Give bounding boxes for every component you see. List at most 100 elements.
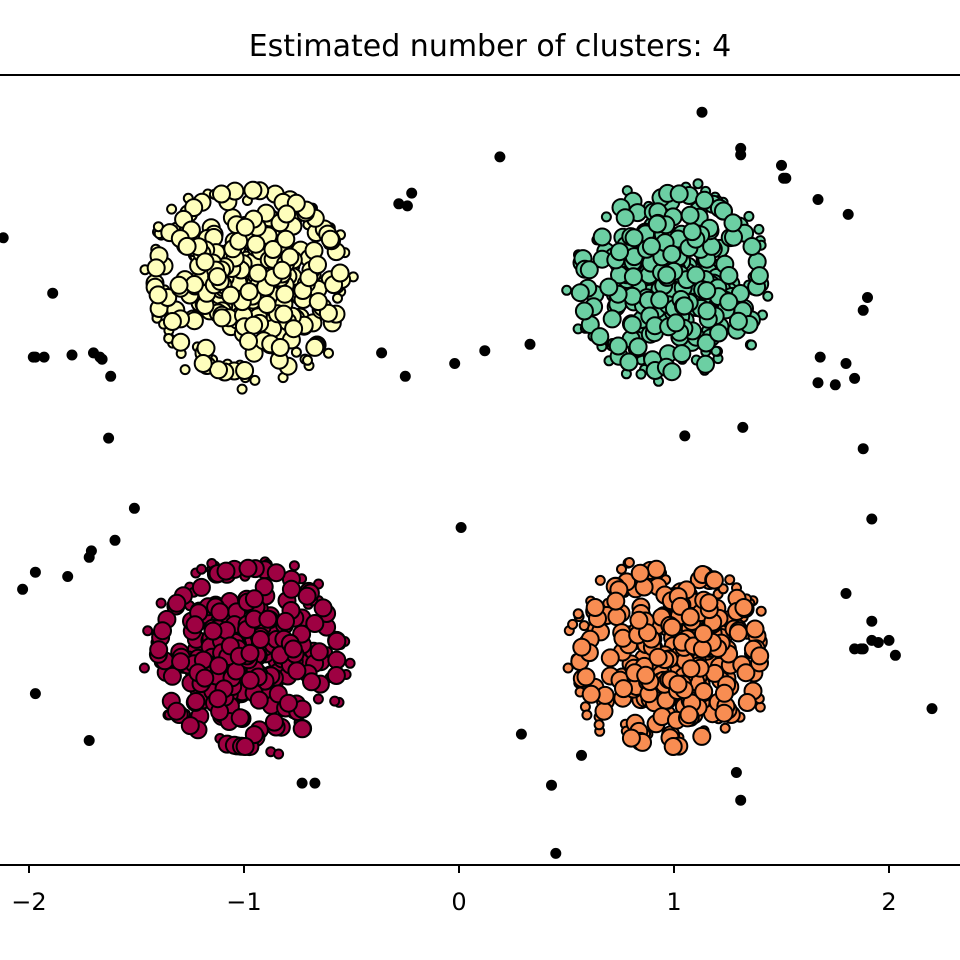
- cluster-0-core-point: [284, 319, 304, 339]
- cluster-1-core-point: [723, 213, 743, 233]
- cluster-2-core-point: [305, 614, 325, 633]
- cluster-0-core-point: [208, 267, 227, 287]
- cluster-0-core-point: [239, 282, 259, 302]
- cluster-3-core-point: [681, 659, 701, 679]
- cluster-0-core-point: [246, 234, 266, 254]
- cluster-2-core-point: [240, 643, 260, 663]
- cluster-0-core-point: [235, 217, 255, 237]
- cluster-3-border-point: [719, 722, 731, 734]
- cluster-3-border-point: [755, 605, 767, 617]
- cluster-0-core-point: [193, 354, 213, 373]
- cluster-1-border-point: [753, 223, 765, 235]
- cluster-2-border-point: [273, 748, 285, 760]
- cluster-2-border-point: [288, 560, 300, 572]
- cluster-3-core-point: [576, 667, 596, 687]
- cluster-3-border-point: [581, 709, 593, 721]
- cluster-3-core-point: [572, 637, 592, 657]
- cluster-3-core-point: [614, 679, 633, 699]
- noise-point: [735, 142, 747, 154]
- cluster-3-core-point: [679, 705, 699, 725]
- cluster-2-core-point: [287, 661, 307, 681]
- noise-point: [309, 777, 321, 789]
- cluster-0-core-point: [270, 338, 290, 357]
- cluster-0-core-point: [244, 315, 264, 335]
- cluster-0-core-point: [248, 263, 268, 283]
- cluster-3-core-point: [600, 648, 620, 668]
- cluster-1-core-point: [628, 337, 648, 357]
- cluster-3-core-point: [737, 693, 757, 712]
- cluster-1-core-point: [697, 301, 717, 321]
- cluster-3-core-point: [581, 684, 601, 704]
- noise-point: [62, 571, 74, 582]
- cluster-1-core-point: [615, 208, 635, 228]
- noise-point: [679, 430, 691, 442]
- cluster-0-core-point: [299, 268, 319, 288]
- cluster-3-core-point: [736, 663, 756, 683]
- cluster-1-border-point: [561, 284, 573, 296]
- noise-point: [730, 767, 742, 778]
- cluster-3-core-point: [662, 617, 682, 637]
- cluster-2-core-point: [167, 701, 186, 721]
- noise-point: [83, 551, 95, 563]
- cluster-1-core-point: [622, 315, 642, 335]
- axes-frame: [0, 74, 960, 866]
- cluster-0-core-point: [212, 184, 231, 204]
- cluster-0-core-point: [177, 236, 197, 256]
- cluster-1-border-point: [635, 368, 647, 380]
- cluster-1-core-point: [623, 267, 643, 287]
- cluster-1-core-point: [657, 265, 677, 285]
- cluster-0-border-point: [249, 374, 261, 386]
- cluster-2-border-point: [196, 563, 207, 575]
- cluster-0-core-point: [171, 332, 191, 352]
- cluster-2-core-point: [281, 579, 301, 599]
- cluster-3-core-point: [630, 563, 650, 583]
- cluster-2-core-point: [302, 672, 321, 692]
- cluster-3-core-point: [745, 619, 765, 639]
- noise-point: [735, 794, 747, 806]
- cluster-2-core-point: [266, 563, 286, 583]
- x-tick-label: −1: [226, 888, 261, 916]
- cluster-2-core-point: [210, 602, 230, 622]
- chart-title: Estimated number of clusters: 4: [249, 29, 732, 64]
- noise-point: [376, 347, 388, 359]
- noise-point: [494, 151, 506, 163]
- cluster-0-border-point: [179, 364, 191, 376]
- cluster-0-core-point: [305, 337, 325, 357]
- cluster-0-core-point: [257, 295, 277, 314]
- cluster-1-core-point: [662, 362, 682, 382]
- cluster-2-core-point: [297, 586, 317, 606]
- cluster-1-core-point: [570, 283, 590, 303]
- cluster-1-core-point: [662, 244, 682, 264]
- cluster-3-core-point: [692, 726, 712, 746]
- cluster-1-core-point: [590, 327, 610, 347]
- noise-point: [455, 522, 467, 533]
- cluster-1-core-point: [742, 237, 762, 256]
- cluster-3-border-point: [572, 608, 584, 620]
- cluster-2-core-point: [313, 598, 333, 618]
- cluster-0-core-point: [196, 338, 216, 358]
- cluster-0-core-point: [308, 292, 328, 312]
- cluster-3-border-point: [623, 557, 635, 568]
- cluster-3-border-point: [562, 662, 574, 674]
- noise-point: [857, 443, 869, 455]
- cluster-1-core-point: [610, 242, 629, 262]
- noise-point: [889, 649, 901, 661]
- cluster-2-core-point: [326, 666, 346, 685]
- cluster-0-core-point: [274, 304, 294, 324]
- cluster-0-core-point: [169, 275, 189, 295]
- cluster-3-border-point: [593, 719, 605, 731]
- noise-point: [103, 432, 115, 444]
- cluster-3-core-point: [629, 610, 649, 630]
- noise-point: [0, 232, 9, 244]
- cluster-0-core-point: [272, 260, 292, 280]
- cluster-0-core-point: [146, 258, 166, 278]
- noise-point: [406, 187, 418, 199]
- cluster-2-core-point: [292, 719, 312, 739]
- cluster-2-core-point: [153, 621, 172, 641]
- cluster-1-core-point: [728, 311, 748, 331]
- cluster-1-core-point: [697, 281, 717, 301]
- noise-point: [29, 688, 41, 700]
- cluster-3-border-point: [724, 574, 736, 586]
- noise-point: [812, 377, 824, 389]
